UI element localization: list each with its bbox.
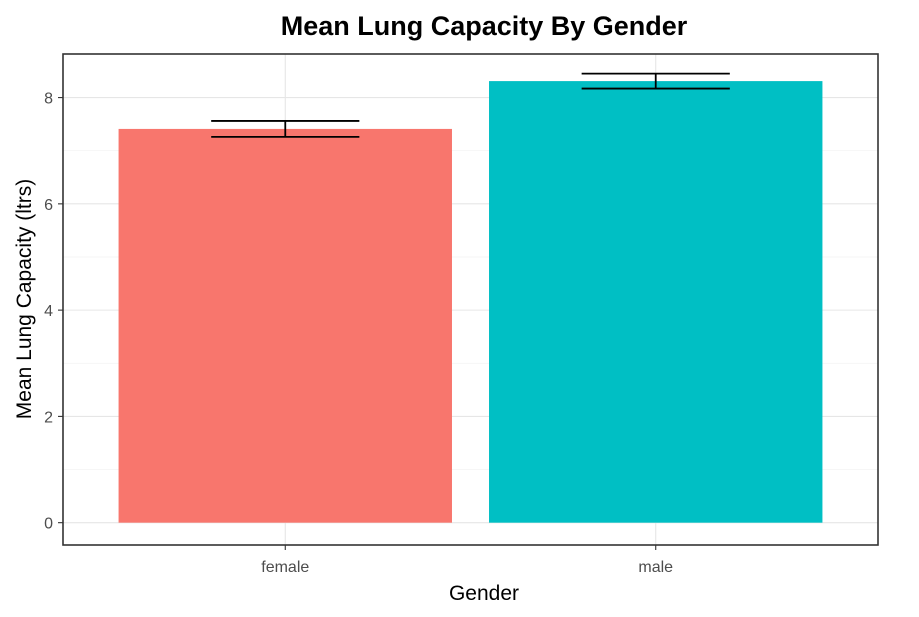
- y-tick-label: 8: [44, 91, 53, 108]
- plot-panel-border: [62, 53, 879, 546]
- x-tick-label-male: male: [638, 559, 673, 576]
- y-tick-label: 2: [44, 409, 53, 426]
- error-bar-layer: [211, 72, 730, 138]
- y-tick-label: 4: [44, 303, 53, 320]
- bar-female: [118, 128, 452, 523]
- chart-title: Mean Lung Capacity By Gender: [281, 11, 688, 41]
- error-bar-male: [581, 72, 730, 90]
- bar-layer: [118, 81, 823, 523]
- x-axis-title: Gender: [449, 582, 519, 605]
- y-tick-label: 6: [44, 197, 53, 214]
- x-tick-label-female: female: [261, 559, 309, 576]
- y-axis-title: Mean Lung Capacity (ltrs): [13, 179, 36, 419]
- bar-male: [489, 81, 823, 523]
- y-tick-label: 0: [44, 516, 53, 533]
- error-bar-female: [211, 120, 360, 138]
- axis-layer: 0 2 4 6 8 female male: [44, 91, 673, 576]
